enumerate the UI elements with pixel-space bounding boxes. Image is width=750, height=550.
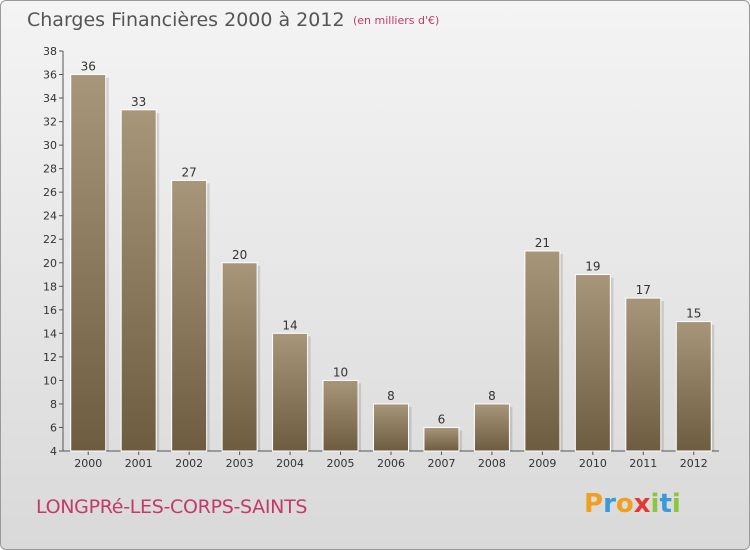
y-tick-label: 14 [43, 327, 57, 340]
x-tick-label: 2005 [327, 457, 355, 470]
y-tick-label: 24 [43, 210, 57, 223]
bar [322, 379, 359, 452]
y-tick-label: 32 [43, 116, 57, 129]
x-tick-label: 2011 [629, 457, 657, 470]
bar [625, 297, 662, 452]
y-tick-label: 18 [43, 280, 57, 293]
bar [272, 332, 309, 452]
y-tick-label: 36 [43, 69, 57, 82]
data-label: 33 [131, 95, 146, 109]
x-tick-label: 2000 [74, 457, 102, 470]
bar [524, 250, 561, 452]
y-tick-label: 6 [50, 421, 57, 434]
data-label: 15 [686, 307, 701, 321]
bar [171, 179, 208, 452]
x-tick-label: 2003 [226, 457, 254, 470]
y-tick-label: 8 [50, 398, 57, 411]
bar [221, 262, 258, 452]
data-label: 17 [636, 283, 651, 297]
x-tick-label: 2007 [427, 457, 455, 470]
data-label: 6 [438, 412, 446, 426]
logo-letter: t [659, 489, 672, 519]
bar [70, 74, 107, 452]
chart-title: Charges Financières 2000 à 2012 [27, 9, 345, 31]
logo-letter: i [671, 489, 681, 519]
x-tick-label: 2002 [175, 457, 203, 470]
proxiti-logo[interactable]: Proxiti [584, 489, 681, 519]
x-tick-label: 2004 [276, 457, 304, 470]
y-tick-label: 4 [50, 445, 57, 458]
bar [120, 109, 157, 452]
logo-letter: i [650, 489, 660, 519]
x-tick-label: 2008 [478, 457, 506, 470]
bars: 36 33 27 20 14 10 8 6 8 21 19 17 15 [70, 60, 715, 452]
bar [423, 426, 460, 452]
y-tick-label: 26 [43, 186, 57, 199]
data-label: 20 [232, 248, 247, 262]
data-label: 21 [535, 236, 550, 250]
y-tick-label: 20 [43, 257, 57, 270]
logo-letter: r [603, 489, 616, 519]
x-tick-label: 2001 [125, 457, 153, 470]
y-tick-label: 28 [43, 163, 57, 176]
data-label: 19 [585, 260, 600, 274]
logo-letter: P [584, 489, 604, 519]
x-tick-label: 2012 [680, 457, 708, 470]
bar [675, 321, 712, 452]
data-label: 27 [182, 165, 197, 179]
x-tick-label: 2006 [377, 457, 405, 470]
x-tick-label: 2010 [579, 457, 607, 470]
y-tick-label: 12 [43, 351, 57, 364]
y-tick-label: 38 [43, 45, 57, 58]
data-label: 36 [81, 60, 96, 74]
logo-letter: x [633, 489, 651, 519]
data-label: 14 [282, 318, 297, 332]
data-label: 8 [488, 389, 496, 403]
y-tick-label: 30 [43, 139, 57, 152]
data-label: 10 [333, 365, 348, 379]
unit-note: (en milliers d'€) [353, 14, 440, 27]
y-tick-label: 22 [43, 233, 57, 246]
bar [473, 403, 510, 452]
y-tick-label: 16 [43, 304, 57, 317]
bar [574, 274, 611, 452]
y-tick-label: 34 [43, 92, 57, 105]
y-tick-label: 10 [43, 374, 57, 387]
logo-letter: o [615, 489, 634, 519]
data-label: 8 [387, 389, 395, 403]
bar [373, 403, 409, 452]
commune-name: LONGPRé-LES-CORPS-SAINTS [36, 496, 308, 518]
x-tick-label: 2009 [528, 457, 556, 470]
